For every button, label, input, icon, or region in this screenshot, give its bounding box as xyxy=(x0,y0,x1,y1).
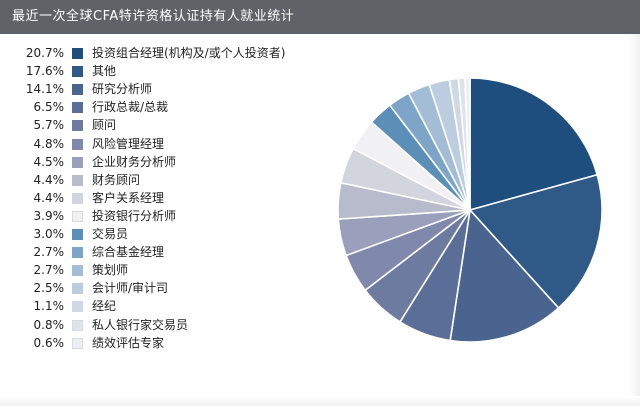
legend-label: 其他 xyxy=(92,64,117,79)
legend-swatch xyxy=(72,102,83,114)
legend-label: 交易员 xyxy=(92,227,129,241)
legend-value: 6.5% xyxy=(33,100,65,115)
legend-swatch xyxy=(72,84,83,96)
legend-swatch xyxy=(72,192,83,204)
legend-label: 行政总裁/总裁 xyxy=(92,100,169,115)
legend-value: 2.7% xyxy=(33,263,65,278)
legend-swatch xyxy=(72,48,83,59)
legend-value: 0.6% xyxy=(33,335,65,350)
legend-label: 投资组合经理(机构及/或个人投资者) xyxy=(92,46,286,60)
legend-swatch xyxy=(72,247,83,259)
legend-value: 1.1% xyxy=(33,299,65,314)
legend-item: 5.7% 顾问 xyxy=(10,116,330,134)
legend-item: 3.0% 交易员 xyxy=(10,225,330,243)
legend-label: 顾问 xyxy=(92,118,117,133)
legend-label: 财务顾问 xyxy=(92,172,141,187)
legend-swatch xyxy=(72,229,83,240)
legend-swatch xyxy=(72,138,83,150)
legend-item: 2.7% 策划师 xyxy=(10,261,330,279)
legend-value: 4.5% xyxy=(33,154,65,169)
legend-value: 3.9% xyxy=(33,208,65,223)
pie-slice xyxy=(469,77,599,211)
legend-value: 14.1% xyxy=(25,82,64,97)
legend-swatch xyxy=(72,66,83,78)
legend-swatch xyxy=(72,120,83,132)
legend-value: 2.7% xyxy=(33,245,65,260)
legend-item: 6.5% 行政总裁/总裁 xyxy=(10,98,330,116)
legend-item: 4.4% 客户关系经理 xyxy=(10,189,330,207)
legend-item: 2.5% 会计师/审计司 xyxy=(10,279,330,297)
legend-item: 14.1% 研究分析师 xyxy=(10,80,330,98)
legend-value: 17.6% xyxy=(25,64,64,79)
legend-item: 4.8% 风险管理经理 xyxy=(10,135,330,153)
frame-shadow-bottom xyxy=(0,396,640,406)
legend-label: 综合基金经理 xyxy=(92,245,165,260)
legend-value: 4.4% xyxy=(33,172,65,187)
legend-label: 经纪 xyxy=(92,299,117,314)
legend-item: 20.7% 投资组合经理(机构及/或个人投资者) xyxy=(10,44,330,62)
legend-label: 绩效评估专家 xyxy=(92,335,165,350)
frame-shadow-right xyxy=(628,34,640,406)
legend-swatch xyxy=(72,301,83,313)
pie-slice xyxy=(464,77,471,211)
chart-title: 最近一次全球CFA特许资格认证持有人就业统计 xyxy=(0,0,640,34)
legend-value: 3.0% xyxy=(33,227,65,241)
legend-value: 4.8% xyxy=(33,136,65,151)
legend-item: 3.9% 投资银行分析师 xyxy=(10,207,330,225)
legend-label: 会计师/审计司 xyxy=(92,281,169,296)
legend-label: 投资银行分析师 xyxy=(92,208,177,223)
legend-label: 风险管理经理 xyxy=(92,136,165,151)
legend-value: 0.8% xyxy=(33,317,65,332)
legend-value: 4.4% xyxy=(33,190,65,205)
legend-item: 0.6% 绩效评估专家 xyxy=(10,334,330,352)
legend-swatch xyxy=(72,283,83,295)
legend-swatch xyxy=(72,156,83,168)
legend-label: 私人银行家交易员 xyxy=(92,317,189,332)
legend-swatch xyxy=(72,210,83,222)
legend-item: 1.1% 经纪 xyxy=(10,297,330,315)
legend-item: 4.5% 企业财务分析师 xyxy=(10,153,330,171)
legend-swatch xyxy=(72,337,83,349)
pie-chart xyxy=(337,77,603,343)
legend-label: 研究分析师 xyxy=(92,82,153,97)
legend-item: 0.8% 私人银行家交易员 xyxy=(10,316,330,334)
pie-slice xyxy=(449,209,560,343)
legend-swatch xyxy=(72,265,83,277)
legend-swatch xyxy=(72,319,83,331)
legend-label: 客户关系经理 xyxy=(92,190,165,205)
legend-label: 策划师 xyxy=(92,263,129,278)
legend-value: 20.7% xyxy=(25,46,64,60)
pie-slice xyxy=(469,173,603,309)
legend-label: 企业财务分析师 xyxy=(92,154,177,169)
legend-value: 5.7% xyxy=(33,118,65,133)
legend-item: 4.4% 财务顾问 xyxy=(10,171,330,189)
legend-item: 17.6% 其他 xyxy=(10,62,330,80)
legend-swatch xyxy=(72,174,83,186)
legend-value: 2.5% xyxy=(33,281,65,296)
legend-item: 2.7% 综合基金经理 xyxy=(10,243,330,261)
